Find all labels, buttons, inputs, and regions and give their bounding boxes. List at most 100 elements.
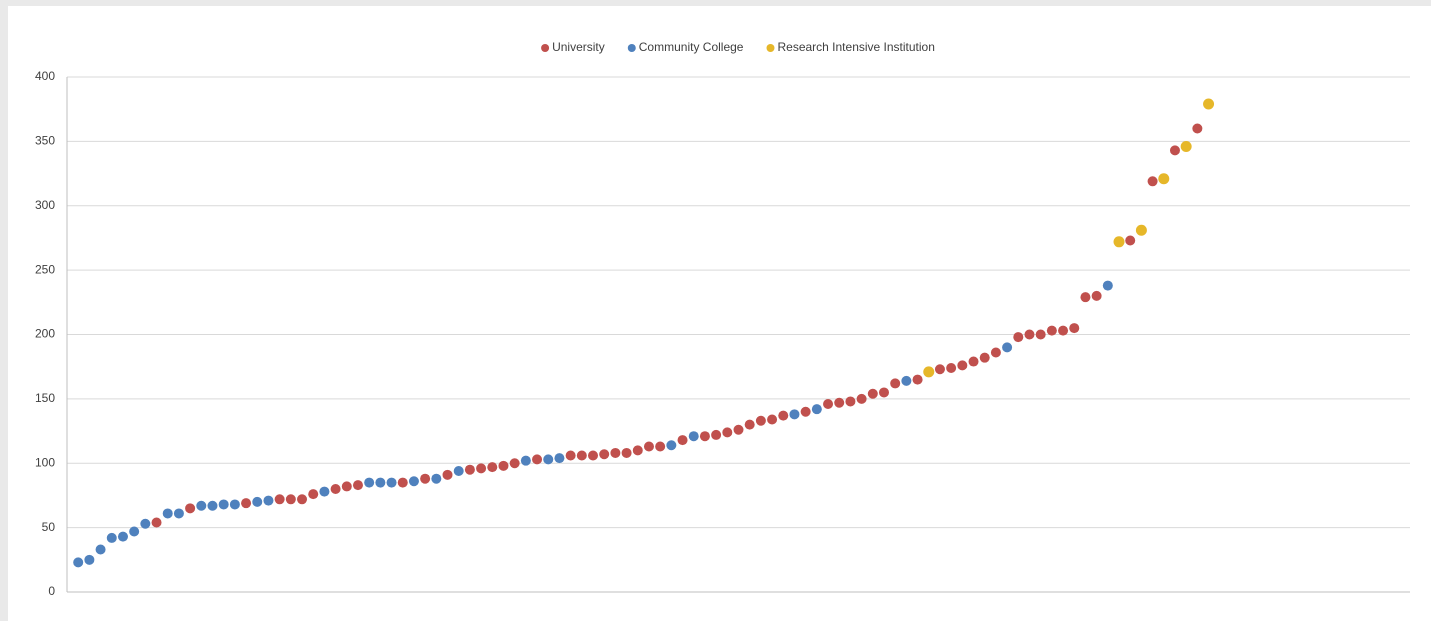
point <box>957 360 968 371</box>
point <box>576 450 587 461</box>
point <box>1102 280 1113 291</box>
point <box>621 447 632 458</box>
point <box>453 465 464 476</box>
point <box>1203 98 1215 110</box>
point <box>498 460 509 471</box>
point <box>1158 173 1170 185</box>
point <box>1069 323 1080 334</box>
point <box>297 494 308 505</box>
point <box>755 415 766 426</box>
point <box>733 424 744 435</box>
legend-marker <box>766 44 775 52</box>
point <box>229 499 240 510</box>
point <box>1002 342 1013 353</box>
point <box>1125 235 1136 246</box>
point <box>1091 290 1102 301</box>
point <box>856 393 867 404</box>
point <box>173 508 184 519</box>
point <box>487 462 498 473</box>
legend-marker <box>541 44 550 52</box>
point <box>442 469 453 480</box>
point <box>263 495 274 506</box>
point <box>1147 176 1158 187</box>
point <box>241 498 252 509</box>
point <box>151 517 162 528</box>
point <box>397 477 408 488</box>
point <box>946 362 957 373</box>
point <box>509 458 520 469</box>
y-tick-label: 400 <box>35 69 55 83</box>
point <box>722 427 733 438</box>
point <box>1169 145 1180 156</box>
legend-label: University <box>552 40 605 54</box>
point <box>1192 123 1203 134</box>
point <box>1180 141 1192 153</box>
legend-item: Research Intensive Institution <box>766 40 935 54</box>
point <box>610 447 621 458</box>
point <box>867 388 878 399</box>
point <box>129 526 140 537</box>
point <box>979 352 990 363</box>
point <box>811 404 822 415</box>
point <box>1135 224 1147 236</box>
point <box>117 531 128 542</box>
point <box>1080 292 1091 303</box>
point <box>73 557 84 568</box>
point <box>162 508 173 519</box>
point <box>901 375 912 386</box>
point <box>632 445 643 456</box>
point <box>375 477 386 488</box>
point <box>1113 236 1125 248</box>
point <box>520 455 531 466</box>
point <box>274 494 285 505</box>
point <box>285 494 296 505</box>
legend-label: Research Intensive Institution <box>777 40 934 54</box>
point <box>95 544 106 555</box>
point <box>476 463 487 474</box>
point <box>934 364 945 375</box>
point <box>1046 325 1057 336</box>
y-tick-label: 50 <box>42 520 56 534</box>
point <box>666 440 677 451</box>
y-tick-label: 250 <box>35 262 55 276</box>
point <box>196 500 207 511</box>
point <box>207 500 218 511</box>
point <box>420 473 431 484</box>
point <box>364 477 375 488</box>
point <box>744 419 755 430</box>
y-tick-label: 200 <box>35 327 55 341</box>
point <box>912 374 923 385</box>
legend: University Community College Research Inte… <box>541 40 935 54</box>
point <box>711 429 722 440</box>
point <box>588 450 599 461</box>
point <box>352 480 363 491</box>
point <box>800 406 811 417</box>
point <box>84 554 95 565</box>
chart-area <box>8 6 1431 621</box>
point <box>532 454 543 465</box>
point <box>845 396 856 407</box>
point <box>834 397 845 408</box>
y-tick-label: 100 <box>35 455 55 469</box>
y-tick-label: 0 <box>48 584 55 598</box>
point <box>789 409 800 420</box>
point <box>185 503 196 514</box>
point <box>643 441 654 452</box>
point <box>677 435 688 446</box>
point <box>408 476 419 487</box>
y-tick-label: 150 <box>35 391 55 405</box>
point <box>968 356 979 367</box>
legend-marker <box>627 44 636 52</box>
point <box>923 366 935 378</box>
point <box>252 496 263 507</box>
point <box>140 518 151 529</box>
point <box>767 414 778 425</box>
point <box>655 441 666 452</box>
point <box>599 449 610 460</box>
point <box>386 477 397 488</box>
point <box>878 387 889 398</box>
point <box>330 484 341 494</box>
legend-item: Community College <box>627 40 744 54</box>
point <box>308 489 319 500</box>
